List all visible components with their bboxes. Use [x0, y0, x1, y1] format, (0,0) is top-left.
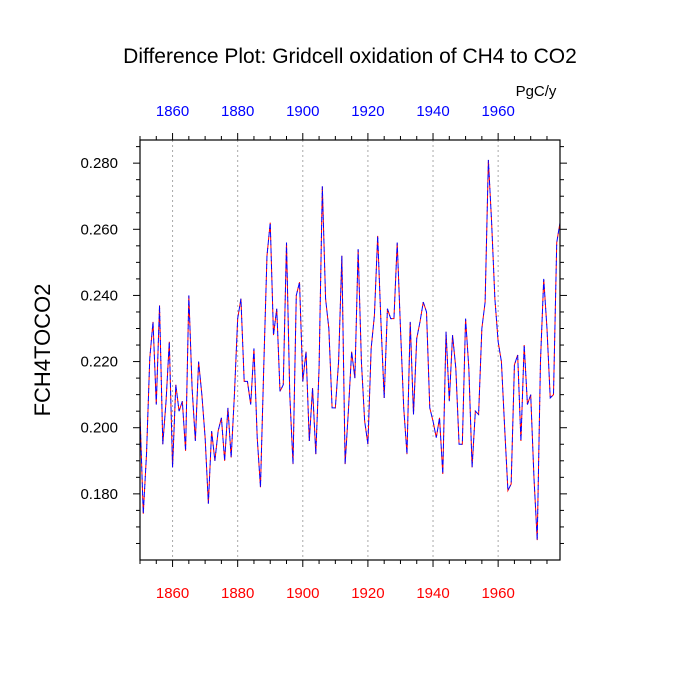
x-tick-label-top: 1940 — [416, 103, 449, 120]
y-tick-label: 0.220 — [80, 354, 118, 371]
x-tick-label-bottom: 1900 — [286, 585, 319, 602]
grid — [172, 140, 499, 560]
x-tick-label-bottom: 1860 — [156, 585, 189, 602]
y-tick-label: 0.180 — [80, 486, 118, 503]
x-tick-label-top: 1920 — [351, 103, 384, 120]
y-tick-label: 0.200 — [80, 420, 118, 437]
y-tick-label: 0.260 — [80, 221, 118, 238]
x-tick-label-top: 1860 — [156, 103, 189, 120]
units-label: PgC/y — [516, 83, 557, 100]
series-line-case — [139, 159, 561, 541]
tick-labels: 1860 1860 1880 1880 1900 1900 1920 1920 1940 1940… — [80, 103, 514, 602]
y-tick-label: 0.240 — [80, 287, 118, 304]
x-tick-label-top: 1880 — [221, 103, 254, 120]
x-tick-label-bottom: 1920 — [351, 585, 384, 602]
series-line-control — [139, 159, 561, 541]
x-tick-label-top: 1960 — [481, 103, 514, 120]
axis-ticks — [133, 133, 567, 567]
y-axis-label: FCH4TOCO2 — [30, 284, 55, 417]
x-tick-label-bottom: 1880 — [221, 585, 254, 602]
x-tick-label-top: 1900 — [286, 103, 319, 120]
x-tick-label-bottom: 1960 — [481, 585, 514, 602]
plot-frame — [139, 139, 561, 561]
y-tick-label: 0.280 — [80, 155, 118, 172]
chart-title: Difference Plot: Gridcell oxidation of C… — [123, 45, 577, 68]
series-group — [139, 159, 561, 541]
x-tick-label-bottom: 1940 — [416, 585, 449, 602]
